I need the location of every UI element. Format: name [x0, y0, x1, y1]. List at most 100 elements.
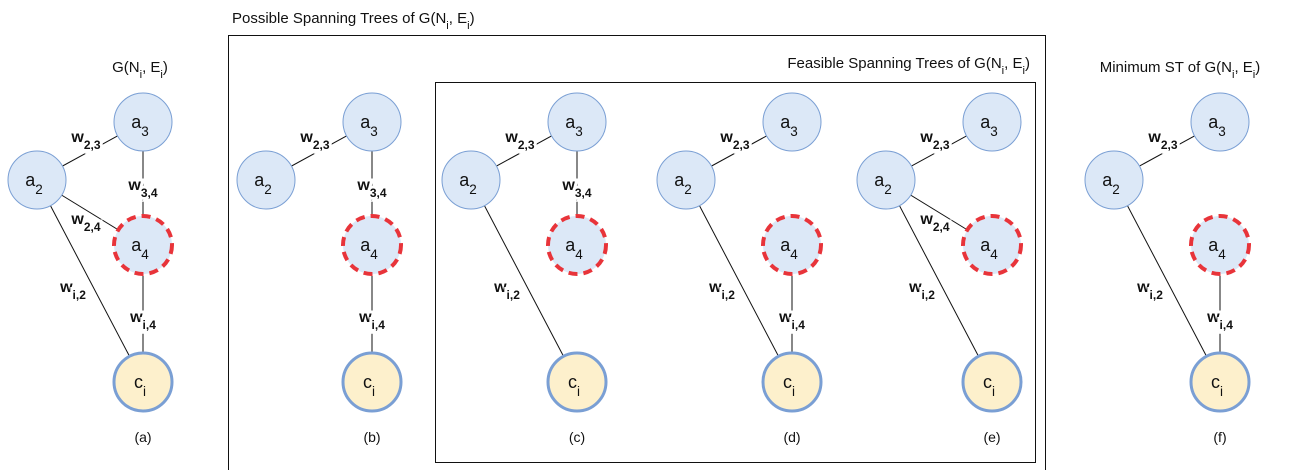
subscript: i,4: [1220, 318, 1234, 332]
text-run: w: [358, 309, 372, 326]
node: [656, 150, 716, 210]
node-label: a4: [565, 235, 583, 262]
target-node: [1189, 214, 1251, 276]
text-run: a: [25, 170, 36, 190]
text-run: a: [565, 235, 576, 255]
text-run: a: [674, 170, 685, 190]
text-run: c: [783, 372, 792, 392]
edge-label: w2,4: [70, 211, 100, 234]
edge-label: wi,4: [358, 309, 385, 332]
text-run: Minimum ST of G(N: [1100, 59, 1232, 76]
subscript: 4: [990, 247, 998, 262]
node: [856, 150, 916, 210]
subscript: i: [792, 384, 795, 399]
node-label: a3: [980, 112, 998, 139]
subscript: 2: [264, 182, 272, 197]
text-run: c: [983, 372, 992, 392]
text-run: ): [163, 59, 168, 76]
client-node: [341, 351, 403, 413]
text-run: c: [568, 372, 577, 392]
text-run: ): [1025, 55, 1030, 72]
subscript: 2,3: [84, 138, 101, 152]
text-run: a: [360, 235, 371, 255]
subscript: 4: [1218, 247, 1226, 262]
text-run: w: [919, 129, 933, 146]
node-label: a2: [459, 170, 477, 197]
text-run: a: [1102, 170, 1113, 190]
subscript: i: [1253, 69, 1256, 81]
text-run: a: [459, 170, 470, 190]
edge-label: wi,4: [1206, 309, 1233, 332]
edge: [470, 179, 578, 383]
text-run: a: [360, 112, 371, 132]
text-run: c: [134, 372, 143, 392]
subscript: i,4: [372, 318, 386, 332]
node-label: a3: [131, 112, 149, 139]
node-label: a4: [780, 235, 798, 262]
feasible-title: Feasible Spanning Trees of G(Ni, Ei): [787, 55, 1030, 77]
subscript: 2,4: [933, 220, 950, 234]
subscript: i,2: [922, 288, 936, 302]
graph-title: G(Ni, Ei): [112, 59, 168, 81]
node-label: ci: [983, 372, 995, 399]
edge-label: w2,4: [919, 211, 949, 234]
subscript: i: [1002, 65, 1005, 77]
text-run: w: [1136, 279, 1150, 296]
subscript: i,4: [792, 318, 806, 332]
text-run: a: [565, 112, 576, 132]
client-node: [112, 351, 174, 413]
subscript: 3: [790, 124, 798, 139]
caption: (d): [783, 429, 800, 445]
edge: [36, 179, 144, 383]
client-node: [1189, 351, 1251, 413]
subscript: 3,4: [575, 186, 592, 200]
subscript: i: [1023, 65, 1026, 77]
text-run: a: [980, 235, 991, 255]
text-run: w: [1206, 309, 1220, 326]
subscript: 2,3: [933, 138, 950, 152]
subscript: 2,4: [84, 220, 101, 234]
text-run: w: [356, 177, 370, 194]
subscript: 3: [575, 124, 583, 139]
text-run: a: [254, 170, 265, 190]
subscript: i: [446, 20, 449, 32]
subscript: 2: [1112, 182, 1120, 197]
text-run: , E: [449, 10, 467, 27]
node-label: a3: [565, 112, 583, 139]
target-node: [761, 214, 823, 276]
text-run: G(N: [112, 59, 140, 76]
edge: [685, 179, 793, 383]
text-run: w: [908, 279, 922, 296]
text-run: , E: [142, 59, 160, 76]
edge-label: w3,4: [127, 177, 157, 200]
subscript: 4: [575, 247, 583, 262]
subscript: 3: [370, 124, 378, 139]
subscript: 2,3: [518, 138, 535, 152]
subscript: 4: [370, 247, 378, 262]
caption: (c): [569, 429, 585, 445]
node-label: a4: [980, 235, 998, 262]
edge-label: wi,2: [708, 279, 735, 302]
subscript: i,4: [143, 318, 157, 332]
client-node: [761, 351, 823, 413]
subscript: 2: [35, 182, 43, 197]
node-label: a4: [1208, 235, 1226, 262]
subscript: 3: [1218, 124, 1226, 139]
subscript: 3,4: [370, 186, 387, 200]
target-node: [341, 214, 403, 276]
node: [236, 150, 296, 210]
subscript: i,2: [73, 288, 87, 302]
text-run: Feasible Spanning Trees of G(N: [787, 55, 1001, 72]
node-label: a2: [1102, 170, 1120, 197]
subscript: 4: [141, 247, 149, 262]
text-run: w: [129, 309, 143, 326]
text-run: w: [59, 279, 73, 296]
edge-label: w2,3: [299, 129, 329, 152]
text-run: w: [70, 211, 84, 228]
text-run: a: [131, 112, 142, 132]
text-run: Possible Spanning Trees of G(N: [232, 10, 446, 27]
subscript: 2,3: [313, 138, 330, 152]
node-label: a2: [674, 170, 692, 197]
text-run: w: [719, 129, 733, 146]
client-node: [961, 351, 1023, 413]
